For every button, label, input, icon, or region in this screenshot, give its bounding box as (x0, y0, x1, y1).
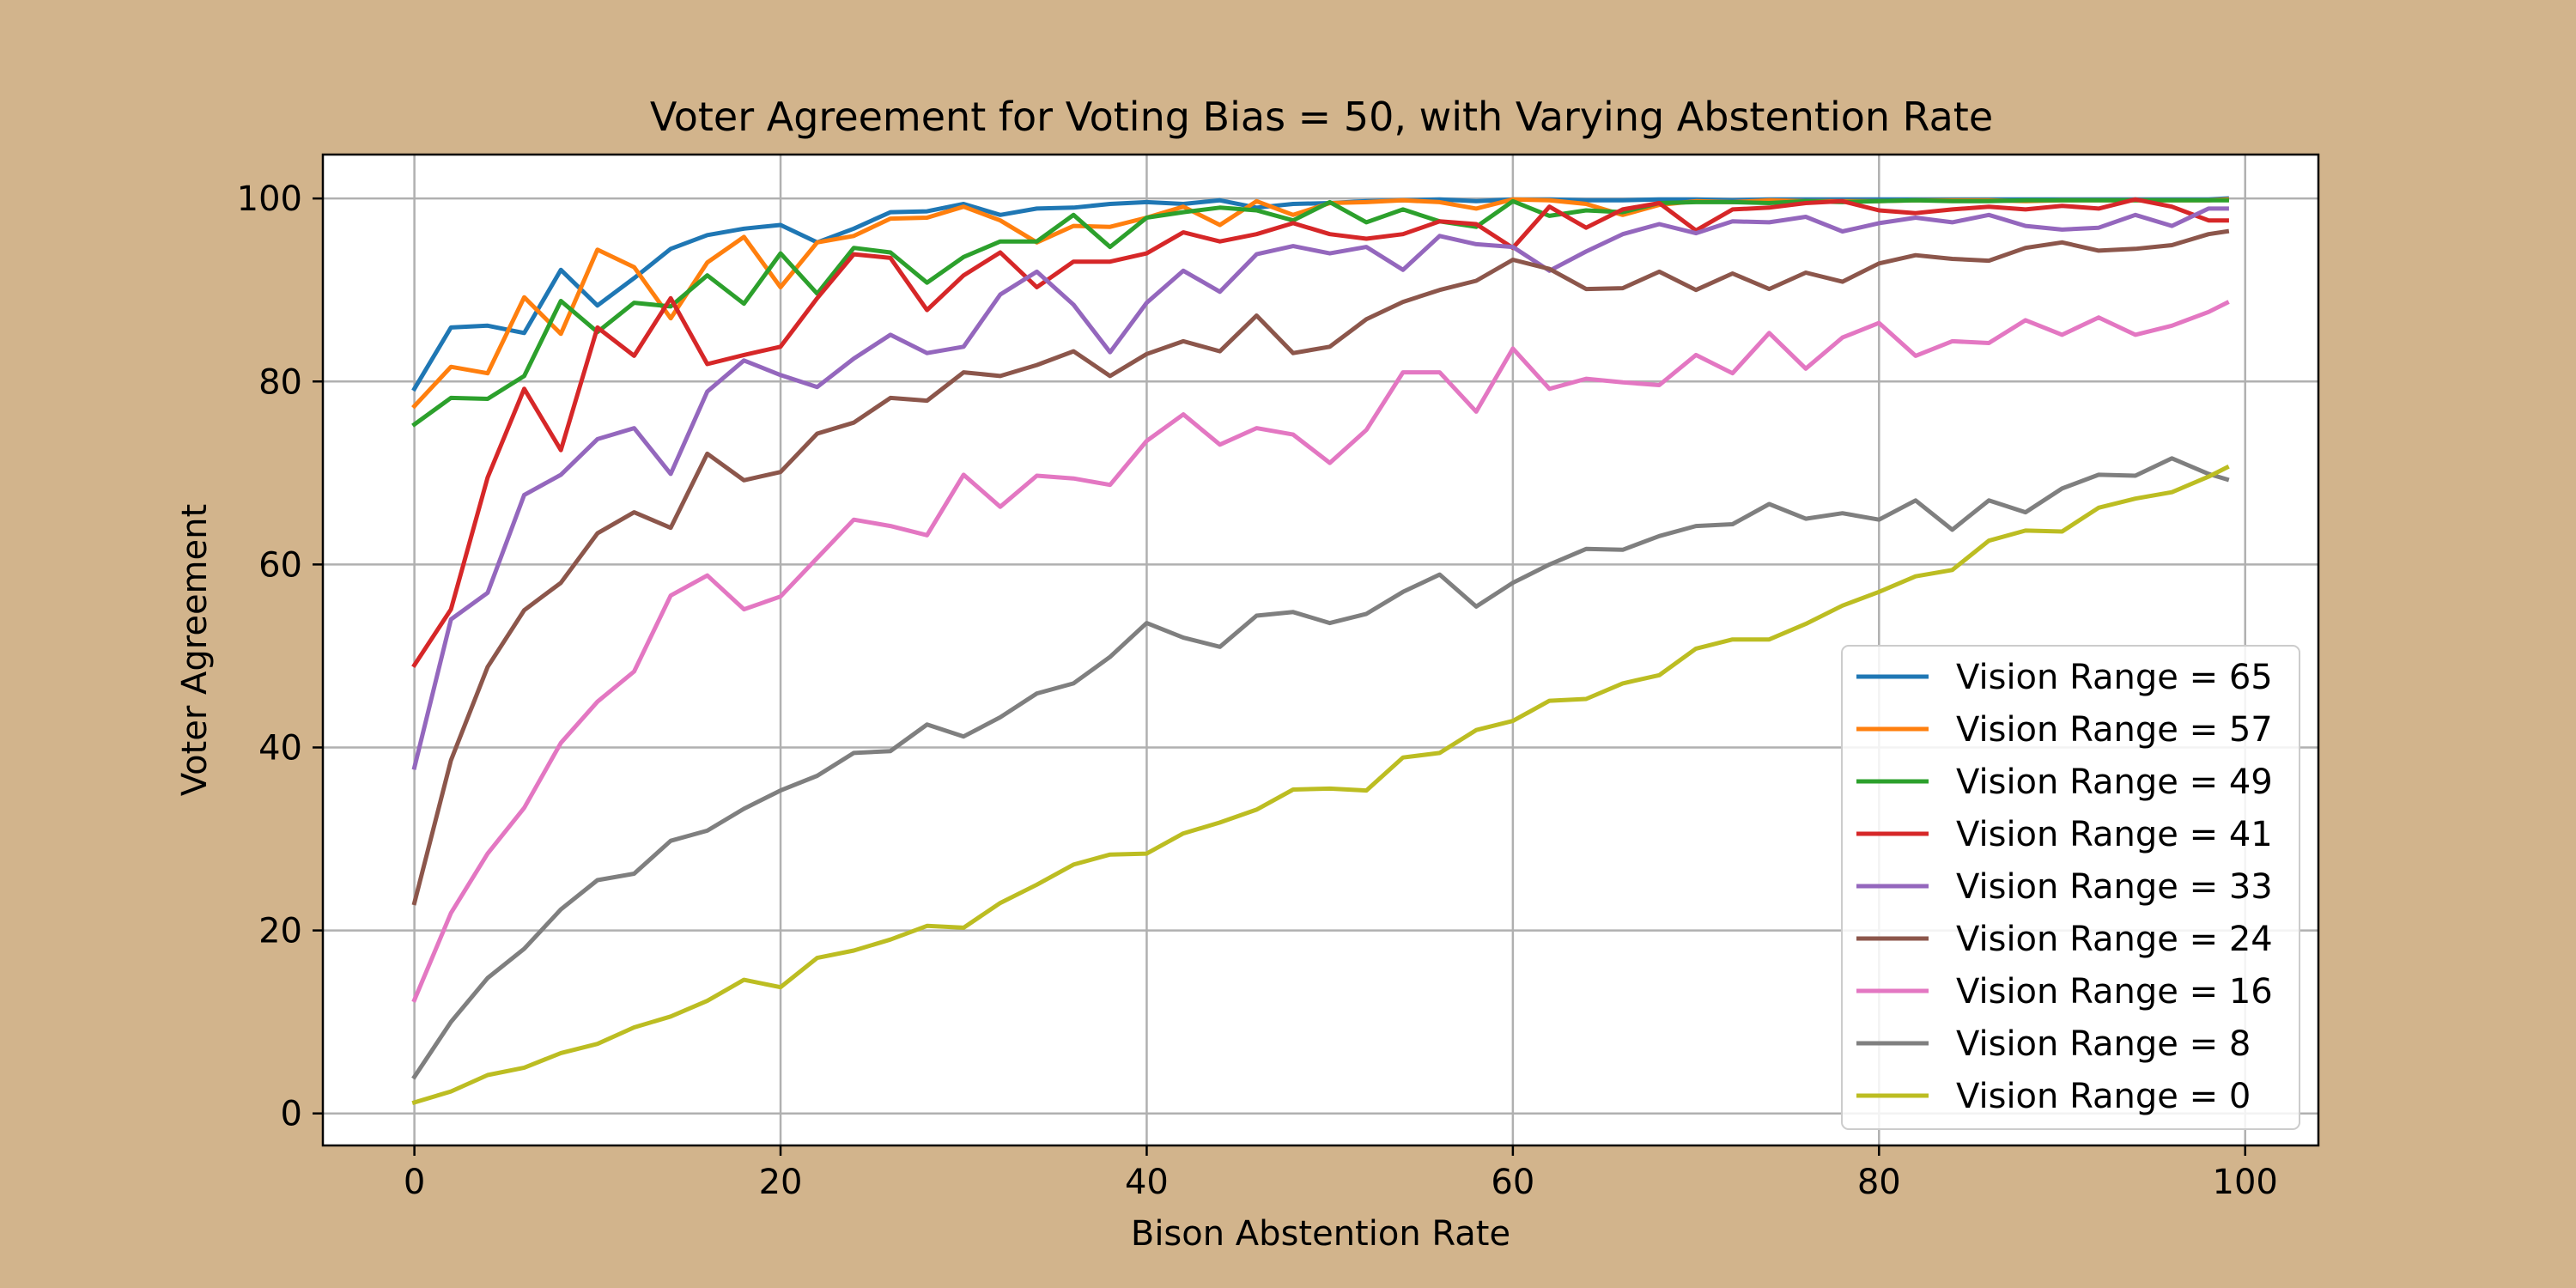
x-tick-label: 60 (1491, 1163, 1534, 1202)
legend-label-8: Vision Range = 0 (1956, 1077, 2251, 1116)
series-line-6 (411, 300, 2230, 1003)
y-tick-label: 40 (258, 728, 302, 768)
x-axis-ticks: 0 20 40 60 80 100 (404, 1145, 2278, 1202)
x-axis-label: Bison Abstention Rate (1131, 1214, 1510, 1254)
series-line-2 (411, 197, 2229, 428)
x-tick-label: 20 (759, 1163, 803, 1202)
plot-frame (321, 153, 2320, 1147)
series-lines (411, 196, 2230, 1106)
legend-label-4: Vision Range = 33 (1956, 867, 2273, 907)
y-tick-label: 0 (281, 1095, 302, 1134)
y-tick-label: 60 (258, 545, 302, 585)
series-line-8 (411, 465, 2230, 1106)
y-tick-label: 20 (258, 912, 302, 951)
x-tick-label: 40 (1125, 1163, 1169, 1202)
y-axis-ticks: 0 20 40 60 80 100 (237, 179, 323, 1134)
legend-label-7: Vision Range = 8 (1956, 1024, 2251, 1064)
y-tick-label: 80 (258, 362, 302, 402)
legend: Vision Range = 65 Vision Range = 57 Vision… (1841, 645, 2300, 1130)
legend-label-6: Vision Range = 16 (1956, 972, 2273, 1012)
y-tick-label: 100 (237, 179, 302, 219)
legend-label-5: Vision Range = 24 (1956, 920, 2273, 959)
y-axis-label: Voter Agreement (175, 504, 215, 796)
legend-label-1: Vision Range = 57 (1956, 710, 2273, 750)
chart-title: Voter Agreement for Voting Bias = 50, wi… (650, 94, 1993, 140)
series-line-3 (411, 197, 2229, 669)
series-line-4 (411, 206, 2229, 770)
series-line-7 (411, 456, 2230, 1080)
series-line-5 (411, 228, 2230, 906)
x-tick-label: 80 (1857, 1163, 1901, 1202)
x-tick-label: 100 (2213, 1163, 2278, 1202)
legend-label-3: Vision Range = 41 (1956, 815, 2273, 854)
legend-box (1841, 645, 2300, 1130)
legend-label-2: Vision Range = 49 (1956, 762, 2273, 802)
x-tick-label: 0 (404, 1163, 425, 1202)
legend-label-0: Vision Range = 65 (1956, 658, 2273, 697)
